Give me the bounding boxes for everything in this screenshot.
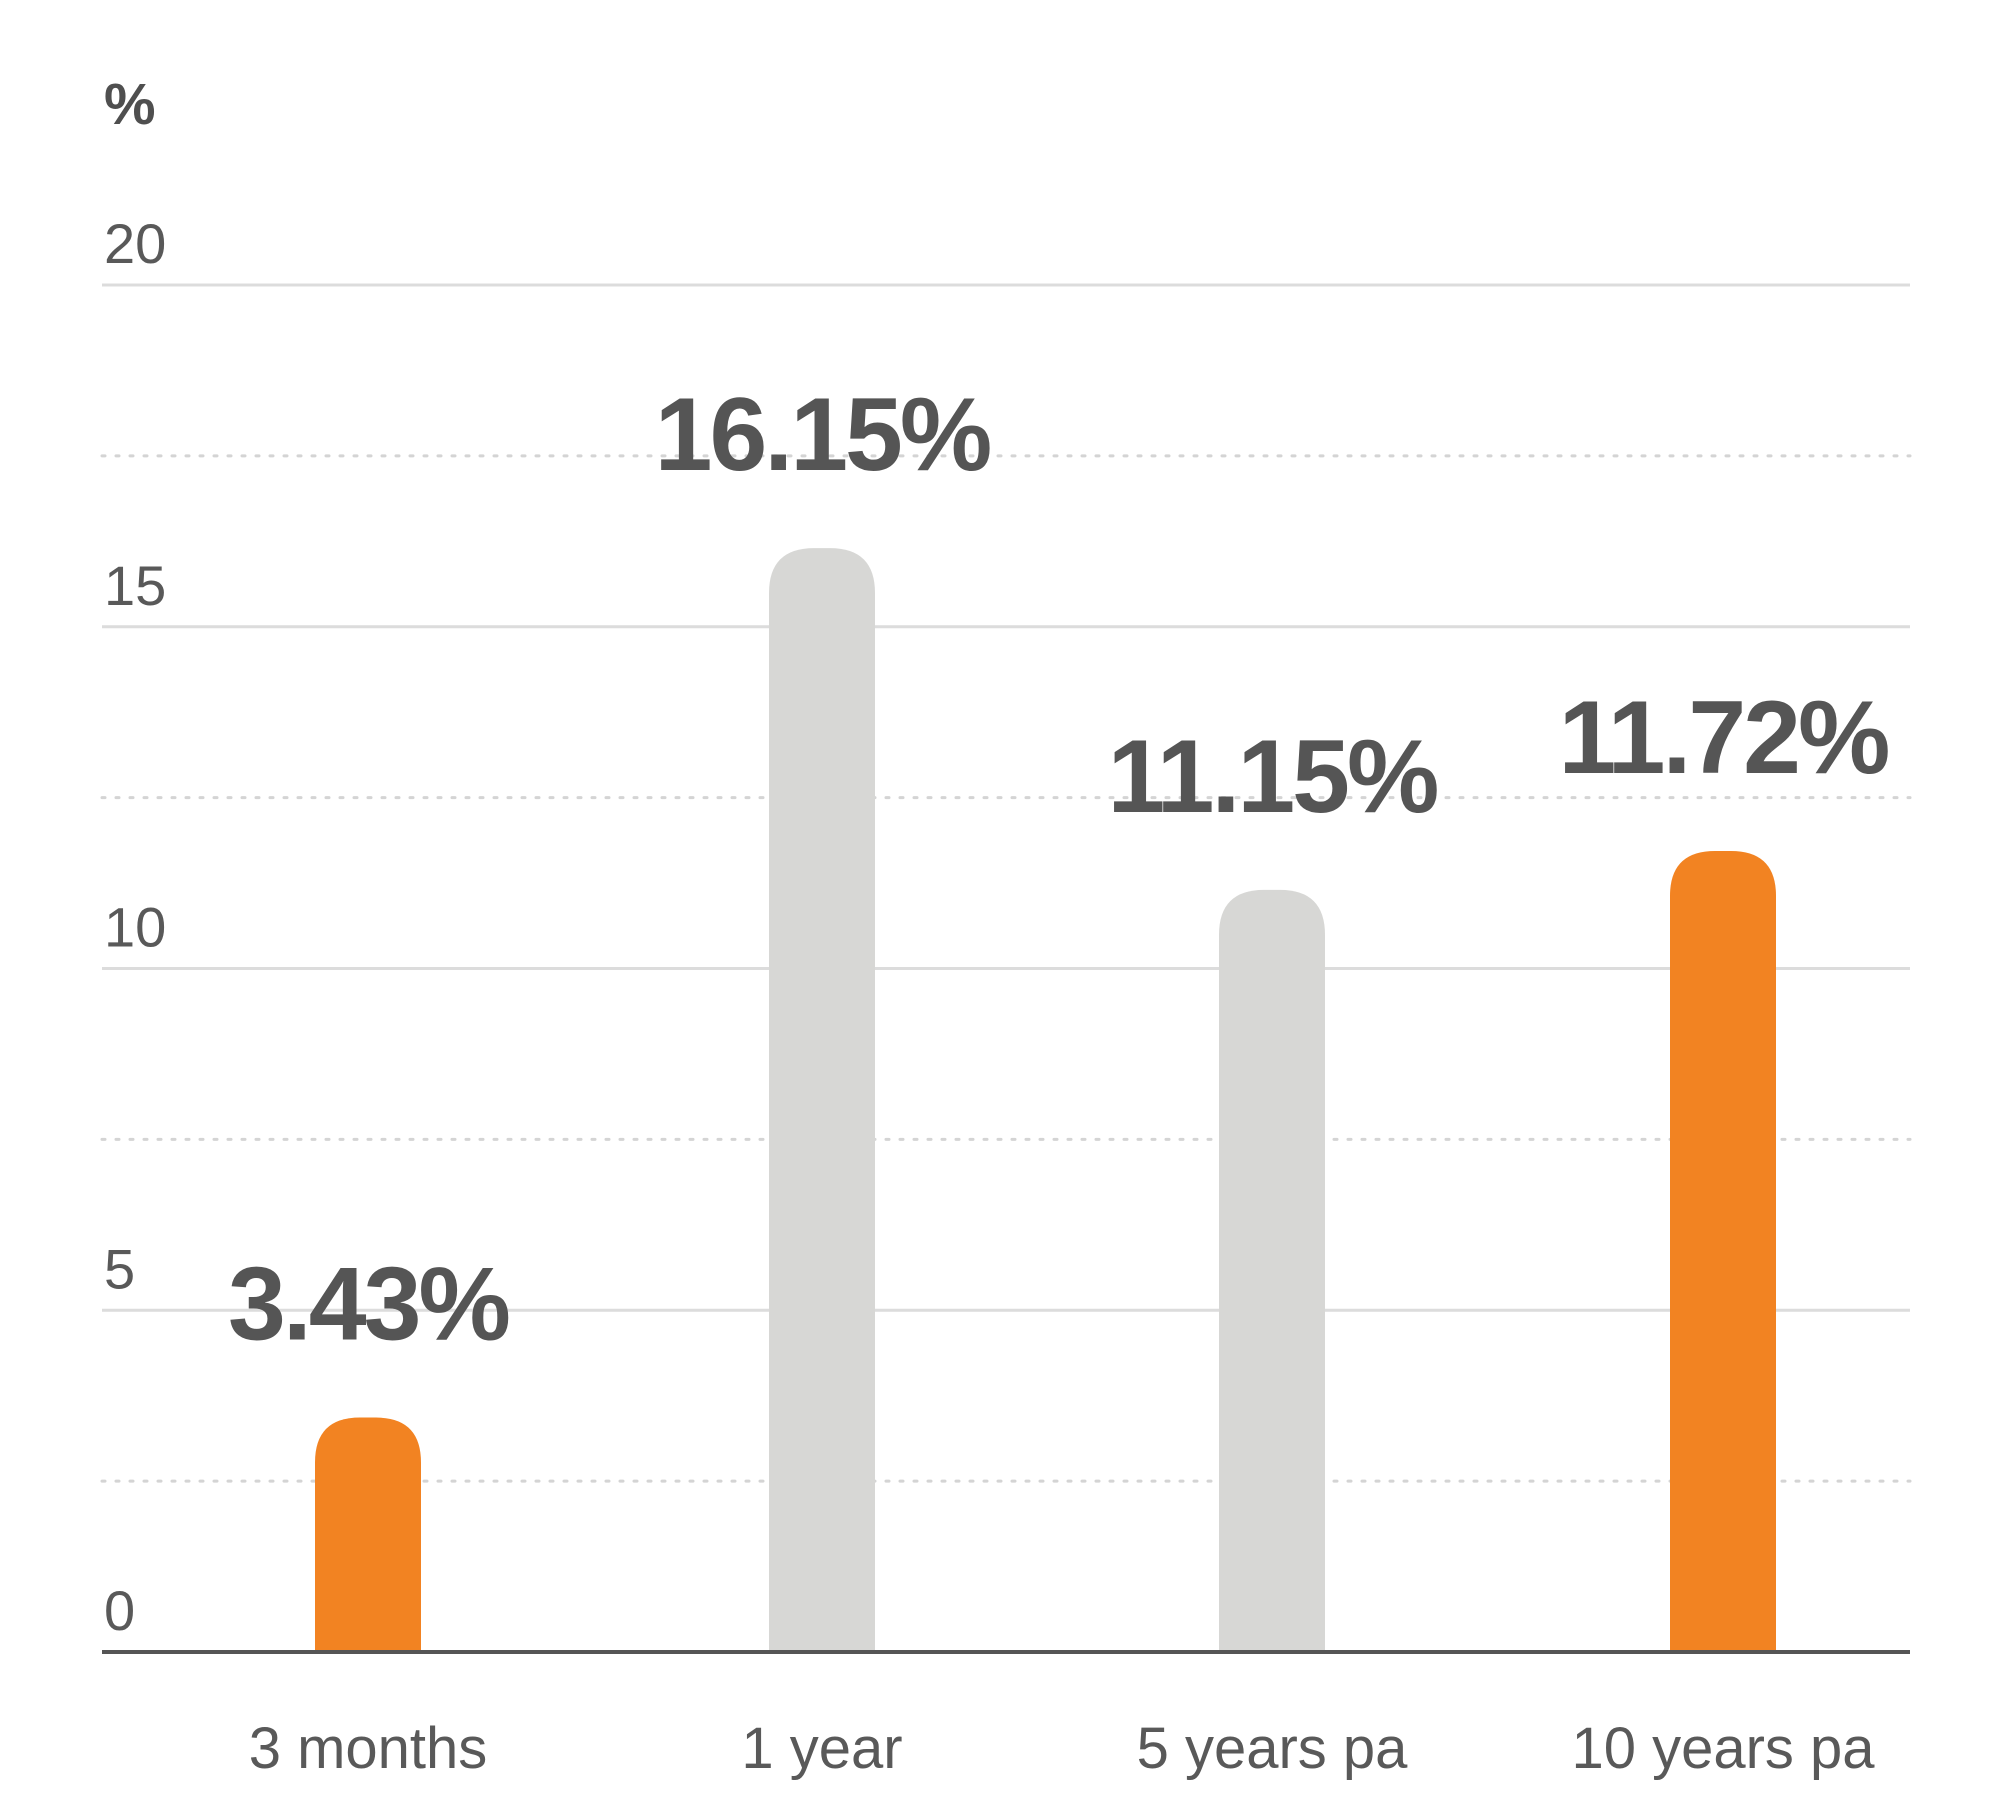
bar-1-year xyxy=(769,548,875,1651)
bar-3-months xyxy=(315,1417,421,1650)
x-category-label: 10 years pa xyxy=(1571,1716,1875,1781)
y-tick-label: 5 xyxy=(104,1237,135,1300)
y-tick-label: 20 xyxy=(104,212,166,275)
x-category-label: 1 year xyxy=(741,1716,902,1781)
bar-10-years-pa xyxy=(1670,850,1776,1650)
y-tick-label: 15 xyxy=(104,554,166,617)
bar-value-label: 11.15% xyxy=(1108,719,1438,835)
bar-value-label: 3.43% xyxy=(228,1247,508,1363)
labels-layer: 0 5 10 15 20 3.43% 3 months 16.15% 1 year 11.15% 5… xyxy=(104,212,1891,1781)
x-category-label: 5 years pa xyxy=(1137,1716,1409,1781)
x-category-label: 3 months xyxy=(249,1716,488,1781)
grid-layer xyxy=(100,283,1912,1654)
bar-5-years-pa xyxy=(1219,889,1325,1650)
y-tick-label: 0 xyxy=(104,1579,135,1642)
y-tick-label: 10 xyxy=(104,896,166,959)
bars-layer xyxy=(315,548,1776,1651)
y-axis-unit-label: % xyxy=(104,72,156,137)
bar-value-label: 11.72% xyxy=(1559,680,1889,796)
bar-value-label: 16.15% xyxy=(655,377,990,493)
